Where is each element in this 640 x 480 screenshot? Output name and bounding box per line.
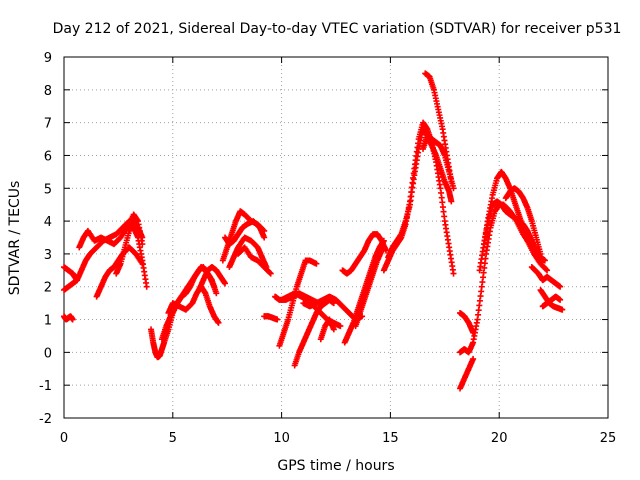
data-point	[222, 280, 229, 287]
data-point	[274, 316, 281, 323]
y-tick-label: 0	[44, 346, 52, 361]
x-tick-label: 10	[273, 431, 290, 446]
y-tick-label: 4	[44, 215, 52, 230]
data-point	[450, 270, 457, 277]
series-arc27	[420, 132, 457, 192]
series-arc6	[113, 218, 146, 277]
series-arc24	[352, 247, 385, 330]
x-tick-label: 15	[382, 431, 399, 446]
data-point	[139, 260, 146, 267]
data-point	[337, 323, 344, 330]
plot-frame	[63, 56, 609, 419]
data-point	[557, 296, 564, 303]
data-point	[450, 185, 457, 192]
x-axis-label: GPS time / hours	[277, 458, 394, 474]
y-tick-label: 1	[44, 314, 52, 329]
y-tick-label: -2	[39, 412, 52, 427]
series-arc35	[528, 264, 564, 290]
data-point	[143, 283, 150, 290]
y-tick-label: 2	[44, 281, 52, 296]
series-arc12	[222, 218, 268, 248]
series-arc31	[457, 309, 477, 336]
series-arc21	[317, 316, 337, 343]
x-tick-label: 20	[491, 431, 508, 446]
data-point	[541, 257, 548, 264]
series-arc5	[93, 244, 146, 300]
data-point	[211, 283, 218, 290]
data-point	[139, 241, 146, 248]
data-point	[557, 283, 564, 290]
y-tick-label: 8	[44, 84, 52, 99]
series-arc34	[502, 185, 544, 257]
data-point	[330, 326, 337, 333]
series-arc10	[195, 264, 229, 294]
data-point	[544, 267, 551, 274]
data-point	[69, 316, 76, 323]
data-point	[267, 270, 274, 277]
data-points	[61, 70, 566, 392]
data-point	[448, 178, 455, 185]
series-arc26	[385, 126, 455, 261]
data-point	[261, 234, 268, 241]
series-arc37	[539, 293, 564, 310]
data-point	[470, 355, 477, 362]
x-axis-ticks: 0 5 10 15 20 25	[60, 57, 616, 446]
chart-title: Day 212 of 2021, Sidereal Day-to-day VTE…	[53, 21, 622, 37]
series-arc23	[339, 231, 390, 277]
y-tick-label: -1	[39, 379, 52, 394]
data-point	[213, 290, 220, 297]
y-tick-label: 6	[44, 149, 52, 164]
series-arc14	[235, 244, 274, 277]
data-point	[559, 306, 566, 313]
y-axis-ticks: -2 -1 0 1 2 3 4 5 6 7 8 9	[39, 51, 608, 427]
x-tick-label: 5	[169, 431, 177, 446]
series-arc3	[61, 218, 150, 294]
data-point	[215, 319, 222, 326]
x-tick-label: 0	[60, 431, 68, 446]
data-point	[448, 198, 455, 205]
x-tick-label: 25	[600, 431, 617, 446]
y-tick-label: 7	[44, 117, 52, 132]
series-arc1	[61, 313, 76, 323]
y-axis-label: SDTVAR / TECUs	[7, 181, 23, 296]
data-point	[266, 269, 273, 276]
data-point	[537, 250, 544, 257]
series-arc29	[457, 355, 477, 392]
y-tick-label: 9	[44, 51, 52, 66]
series-arc15	[261, 313, 281, 323]
series-arc33	[480, 198, 548, 264]
y-tick-label: 3	[44, 248, 52, 263]
grid	[64, 57, 608, 418]
y-tick-label: 5	[44, 182, 52, 197]
data-point	[139, 234, 146, 241]
data-point	[543, 266, 550, 273]
data-point	[378, 247, 385, 254]
data-point	[470, 329, 477, 336]
data-point	[313, 260, 320, 267]
series-arc28	[422, 70, 455, 185]
